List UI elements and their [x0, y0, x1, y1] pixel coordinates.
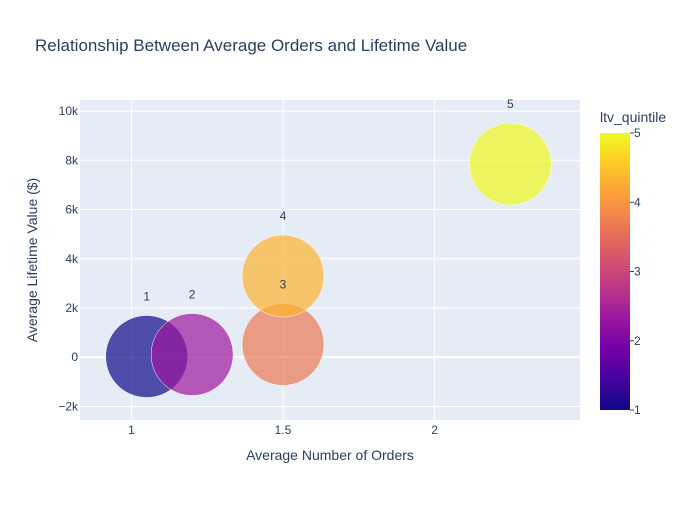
bubbles: [105, 122, 552, 398]
bubble-label: 4: [280, 209, 287, 223]
x-axis-title: Average Number of Orders: [246, 447, 414, 463]
bubble-label: 3: [280, 277, 287, 291]
y-tick-label: 8k: [65, 153, 79, 167]
bubble-label: 1: [143, 289, 150, 303]
chart-title: Relationship Between Average Orders and …: [35, 36, 467, 55]
y-tick-label: 2k: [65, 301, 79, 315]
y-tick-label: 10k: [59, 104, 79, 118]
y-tick-label: 0: [71, 350, 78, 364]
y-axis-ticks: −2k 0 2k 4k 6k 8k 10k: [58, 104, 79, 413]
y-tick-label: −2k: [58, 399, 79, 413]
bubble-quintile-2: [150, 313, 234, 396]
colorbar-title: ltv_quintile: [600, 109, 666, 125]
y-axis-title: Average Lifetime Value ($): [24, 178, 40, 342]
x-axis-ticks: 1 1.5 2: [128, 423, 438, 437]
bubble-quintile-5: [469, 122, 552, 206]
bubble-labels: 1 2 3 4 5: [143, 97, 514, 303]
y-tick-label: 4k: [65, 252, 79, 266]
colorbar-tick-label: 1: [634, 403, 641, 417]
colorbar-tick-label: 3: [634, 265, 641, 279]
colorbar-tick-label: 5: [634, 126, 641, 140]
x-tick-label: 1.5: [275, 423, 292, 437]
x-tick-label: 2: [431, 423, 438, 437]
y-tick-label: 6k: [65, 203, 79, 217]
colorbar-tick-label: 2: [634, 334, 641, 348]
colorbar-ticks: 1 2 3 4 5: [630, 126, 641, 417]
colorbar: [600, 133, 630, 410]
bubble-label: 2: [189, 288, 196, 302]
x-tick-label: 1: [128, 423, 135, 437]
bubble-label: 5: [507, 97, 514, 111]
colorbar-tick-label: 4: [634, 195, 641, 209]
bubble-quintile-4: [241, 234, 325, 318]
